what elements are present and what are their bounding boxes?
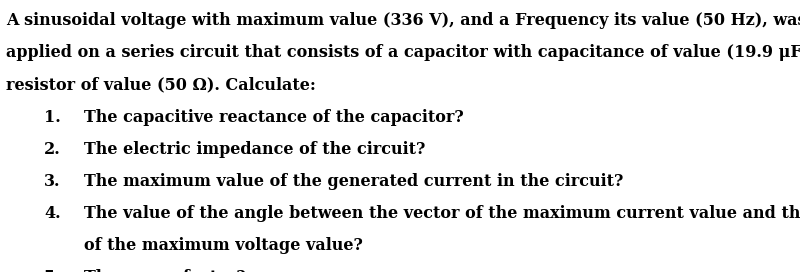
Text: 5.: 5. — [44, 269, 61, 272]
Text: 3.: 3. — [44, 173, 61, 190]
Text: The electric impedance of the circuit?: The electric impedance of the circuit? — [84, 141, 426, 158]
Text: 2.: 2. — [44, 141, 61, 158]
Text: 1.: 1. — [44, 109, 61, 126]
Text: The value of the angle between the vector of the maximum current value and the v: The value of the angle between the vecto… — [84, 205, 800, 222]
Text: resistor of value (50 Ω). Calculate:: resistor of value (50 Ω). Calculate: — [6, 76, 316, 94]
Text: The power factor?: The power factor? — [84, 269, 246, 272]
Text: A sinusoidal voltage with maximum value (336 V), and a Frequency its value (50 H: A sinusoidal voltage with maximum value … — [6, 12, 800, 29]
Text: applied on a series circuit that consists of a capacitor with capacitance of val: applied on a series circuit that consist… — [6, 44, 800, 61]
Text: 4.: 4. — [44, 205, 61, 222]
Text: The maximum value of the generated current in the circuit?: The maximum value of the generated curre… — [84, 173, 623, 190]
Text: The capacitive reactance of the capacitor?: The capacitive reactance of the capacito… — [84, 109, 464, 126]
Text: of the maximum voltage value?: of the maximum voltage value? — [84, 237, 363, 254]
